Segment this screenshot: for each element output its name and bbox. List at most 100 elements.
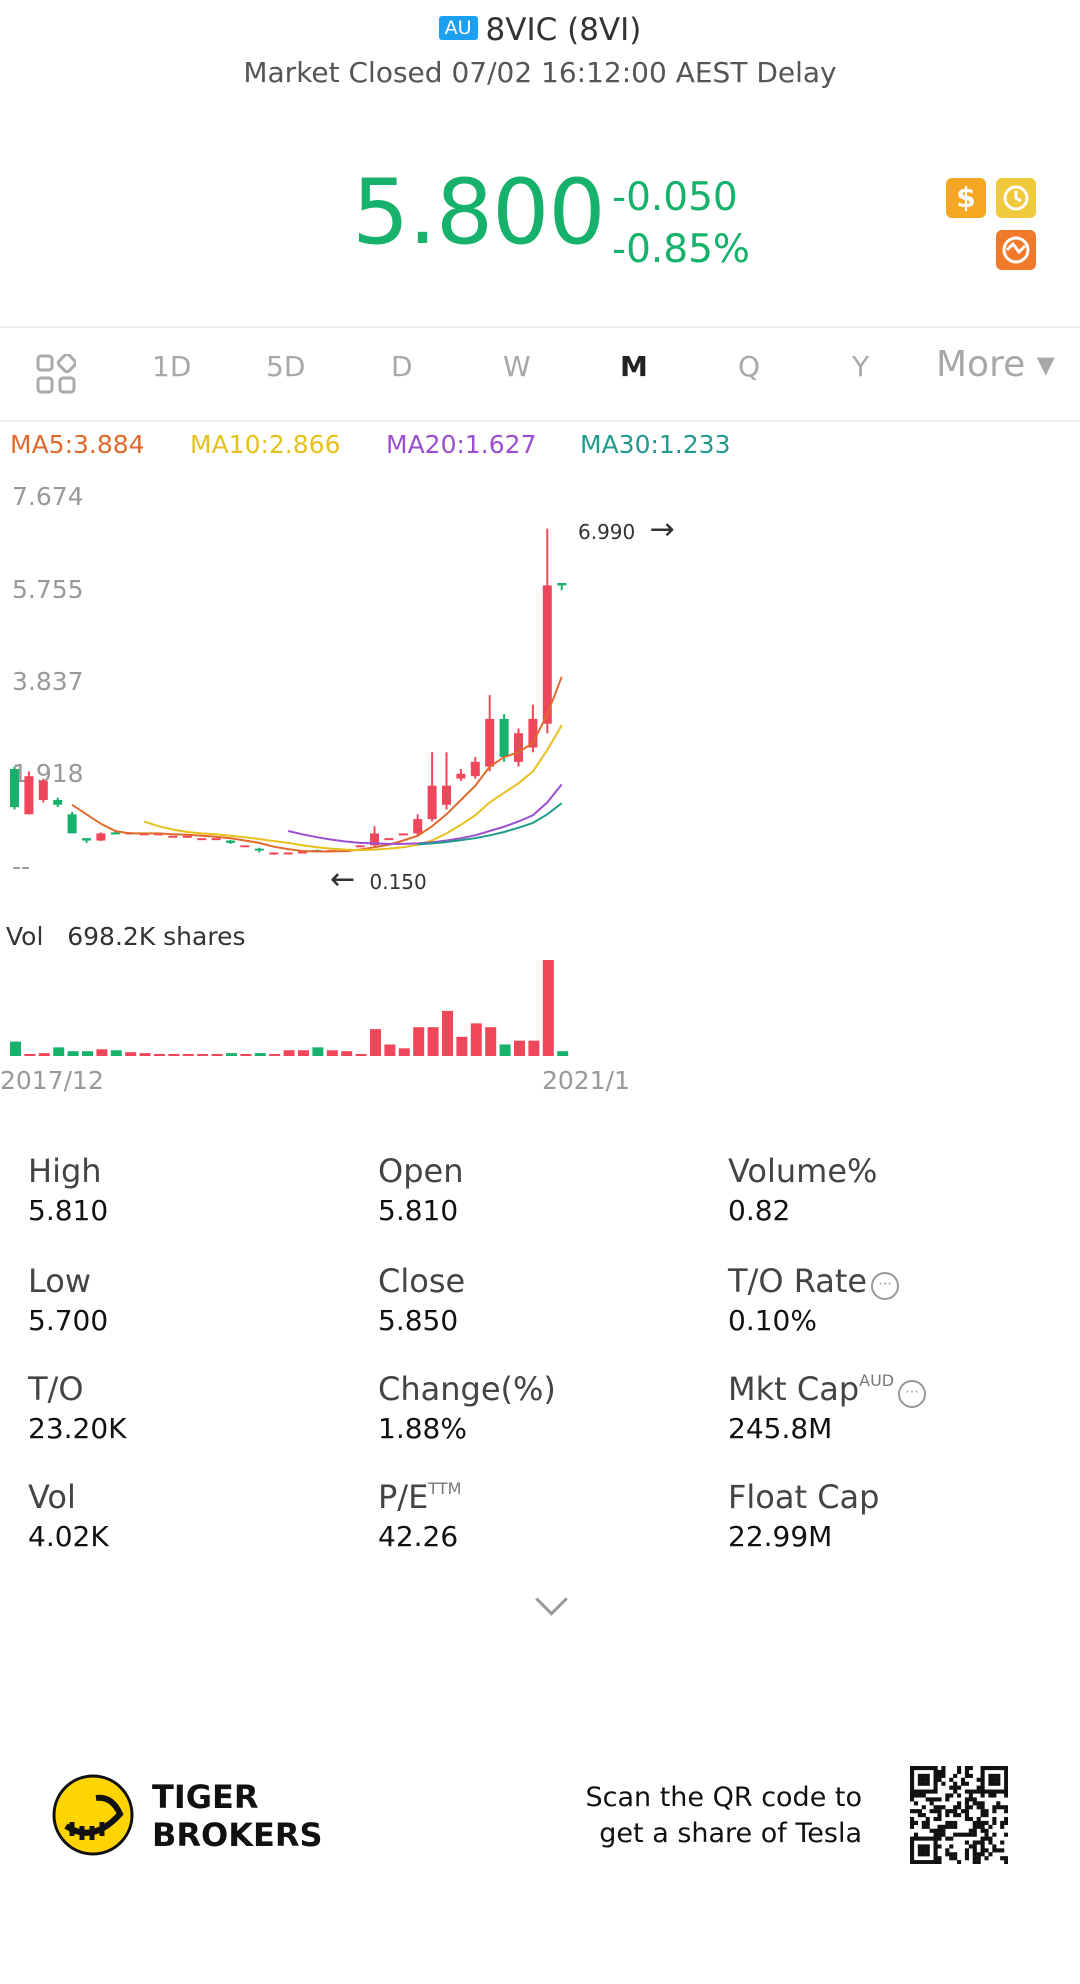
volume-bar <box>269 1054 281 1056</box>
volume-bar <box>154 1054 165 1056</box>
volume-bar <box>168 1054 180 1056</box>
candle <box>384 838 394 841</box>
price-change: -0.050 -0.85% <box>612 172 750 276</box>
ma10-line <box>143 724 563 852</box>
stat-value: 5.810 <box>378 1194 459 1227</box>
brand-line-2: BROKERS <box>152 1816 323 1854</box>
candle <box>38 778 48 803</box>
candle <box>456 768 466 781</box>
candle <box>168 835 178 838</box>
tab-d[interactable]: D <box>391 350 413 383</box>
tab-more[interactable]: More ▾ <box>936 344 1055 385</box>
candle <box>528 704 538 753</box>
change-value: -0.050 <box>612 175 738 220</box>
volume-bar <box>10 1041 21 1056</box>
candle <box>355 845 365 848</box>
stat-value: 5.700 <box>28 1304 109 1337</box>
volume-bar <box>485 1027 497 1056</box>
stat-t-o-rate[interactable]: T/O Rate ⋯ 0.10% <box>728 1262 900 1337</box>
volume-bar <box>211 1054 223 1056</box>
candle <box>557 582 567 591</box>
volume-bar <box>53 1047 65 1056</box>
candle <box>24 771 34 815</box>
candle <box>67 811 77 834</box>
stat-value: 0.10% <box>728 1304 817 1337</box>
y-tick-3: 3.837 <box>12 667 84 696</box>
tab-w[interactable]: W <box>503 350 531 383</box>
volume-bar <box>82 1051 93 1056</box>
volume-bar <box>139 1053 151 1056</box>
stat-label-text: Mkt Cap <box>728 1370 860 1408</box>
high-marker: 6.990 → <box>578 512 675 547</box>
candle <box>413 814 423 836</box>
stat-vol: Vol 4.02K <box>28 1478 109 1553</box>
y-tick-2: 5.755 <box>12 575 84 604</box>
stat-label-text: Vol <box>28 1478 76 1516</box>
candlestick-chart[interactable] <box>0 490 1080 890</box>
stat-value: 5.810 <box>28 1194 109 1227</box>
tiger-logo <box>52 1774 134 1856</box>
stat-open: Open 5.810 <box>378 1152 463 1227</box>
stat-value: 23.20K <box>28 1412 127 1445</box>
stat-p-e: P/ETTM 42.26 <box>378 1478 461 1553</box>
volume-bar <box>557 1051 569 1056</box>
share-icon[interactable] <box>996 230 1036 270</box>
stat-label-text: High <box>28 1152 102 1190</box>
volume-label: Vol 698.2K shares <box>6 922 246 951</box>
stat-label-text: P/E <box>378 1478 429 1516</box>
candle <box>211 838 221 841</box>
more-info-icon[interactable]: ⋯ <box>871 1272 900 1300</box>
tab-5d[interactable]: 5D <box>266 350 306 383</box>
volume-bar <box>370 1029 381 1056</box>
chevron-down-icon[interactable] <box>535 1583 568 1616</box>
candle <box>10 766 19 810</box>
arrow-left-icon: ← <box>330 862 356 897</box>
stat-label: High <box>28 1152 108 1190</box>
stat-label-text: T/O <box>28 1370 84 1408</box>
stat-label: Vol <box>28 1478 109 1516</box>
stat-value: 4.02K <box>28 1520 109 1553</box>
tab-m[interactable]: M <box>620 350 648 383</box>
volume-bar <box>398 1048 410 1056</box>
volume-bar <box>413 1027 425 1056</box>
stat-label: T/O Rate ⋯ <box>728 1262 900 1300</box>
candle <box>269 852 279 855</box>
tab-1d[interactable]: 1D <box>152 350 192 383</box>
volume-bar <box>528 1040 540 1056</box>
stat-t-o: T/O 23.20K <box>28 1370 127 1445</box>
volume-bar <box>240 1054 252 1056</box>
candle <box>398 833 408 836</box>
ma10-label: MA10:2.866 <box>190 430 341 459</box>
volume-chart[interactable] <box>0 950 1080 1060</box>
volume-bar <box>96 1049 108 1056</box>
x-label-end: 2021/1 <box>542 1066 630 1095</box>
high-marker-value: 6.990 <box>578 520 636 544</box>
candle <box>53 797 63 808</box>
low-marker-value: 0.150 <box>369 870 427 894</box>
dollar-icon[interactable]: $ <box>946 178 986 218</box>
market-badge: AU <box>438 16 478 40</box>
brand-name: TIGER BROKERS <box>152 1778 323 1854</box>
stat-label: P/ETTM <box>378 1478 461 1516</box>
qr-message-line-1: Scan the QR code to <box>585 1782 862 1813</box>
volume-bar <box>312 1047 324 1056</box>
tab-y[interactable]: Y <box>852 350 870 383</box>
volume-bar <box>254 1053 266 1056</box>
volume-bar <box>427 1027 439 1056</box>
volume-bar <box>24 1054 36 1056</box>
stat-close: Close 5.850 <box>378 1262 465 1337</box>
candle <box>226 840 235 844</box>
stat-change: Change(%) 1.88% <box>378 1370 556 1445</box>
stat-label-sup: AUD <box>859 1371 895 1390</box>
candle <box>283 852 293 855</box>
candle <box>96 832 106 842</box>
tab-q[interactable]: Q <box>738 350 761 383</box>
qr-message-line-2: get a share of Tesla <box>599 1818 862 1849</box>
grid-icon[interactable] <box>36 354 76 394</box>
volume-bar <box>197 1054 209 1056</box>
stat-label-text: Float Cap <box>728 1478 880 1516</box>
volume-title: Vol <box>6 922 44 951</box>
stat-mkt-cap[interactable]: Mkt CapAUD⋯ 245.8M <box>728 1370 927 1445</box>
more-info-icon[interactable]: ⋯ <box>898 1380 927 1408</box>
history-icon[interactable] <box>996 178 1036 218</box>
